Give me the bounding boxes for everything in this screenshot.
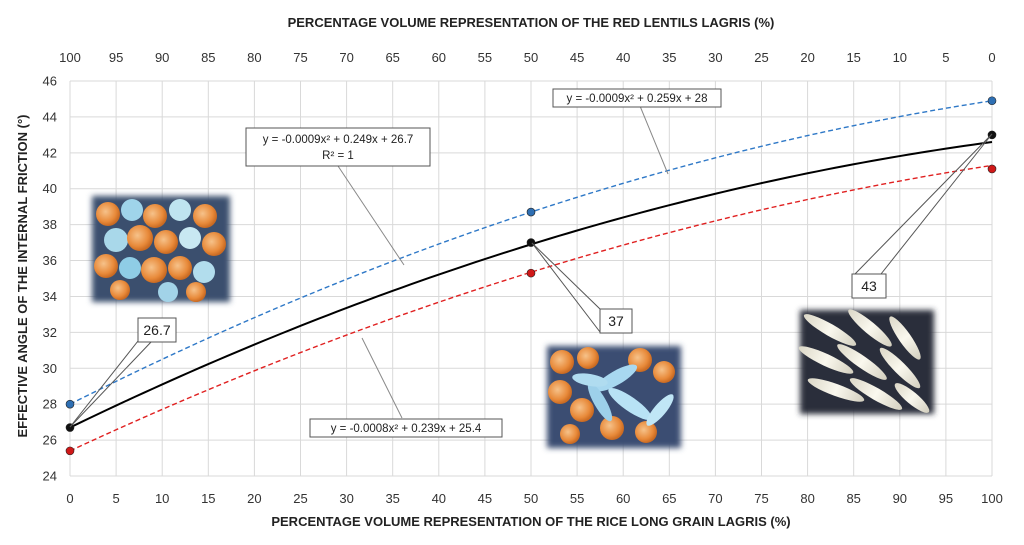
point-label-0: 26.7 (143, 322, 170, 338)
x2-tick-label: 35 (662, 50, 676, 65)
value-callout-1: 37 (531, 242, 633, 334)
equation-blue: y = -0.0009x² + 0.259x + 28 (567, 93, 708, 105)
x2-tick-label: 90 (155, 50, 169, 65)
point-label-1: 37 (608, 313, 624, 329)
y-tick-label: 30 (43, 361, 57, 376)
x2-tick-label: 75 (293, 50, 307, 65)
y-tick-label: 26 (43, 433, 57, 448)
x2-tick-label: 65 (385, 50, 399, 65)
data-point-1-1 (526, 207, 536, 217)
y-tick-label: 34 (43, 289, 57, 304)
x-tick-label: 60 (616, 491, 630, 506)
data-point-1-2 (987, 96, 997, 106)
value-callout-0: 26.7 (69, 317, 177, 428)
data-point-1-0 (65, 399, 75, 409)
equation-box-red: y = -0.0008x² + 0.239x + 25.4 (309, 337, 503, 438)
r-squared: R² = 1 (322, 150, 354, 162)
x2-tick-label: 10 (893, 50, 907, 65)
x2-tick-label: 0 (988, 50, 995, 65)
x-tick-label: 40 (432, 491, 446, 506)
x2-tick-label: 30 (708, 50, 722, 65)
x2-tick-label: 25 (754, 50, 768, 65)
series-line-2 (69, 164, 993, 452)
x-tick-label: 20 (247, 491, 261, 506)
x-tick-label: 90 (893, 491, 907, 506)
y-tick-label: 44 (43, 109, 57, 124)
callout-line (337, 165, 405, 266)
x2-tick-label: 40 (616, 50, 630, 65)
x2-axis-title: PERCENTAGE VOLUME REPRESENTATION OF THE … (288, 15, 775, 30)
axis-ticks: 0 5 10 15 20 25 30 35 40 45 50 55 60 65 70 75 80 85 90 95 10… (43, 50, 1003, 506)
x2-tick-label: 80 (247, 50, 261, 65)
x-tick-label: 75 (754, 491, 768, 506)
data-point-2-1 (526, 268, 536, 278)
x-tick-label: 65 (662, 491, 676, 506)
x2-tick-label: 45 (570, 50, 584, 65)
x-tick-label: 15 (201, 491, 215, 506)
rice-photo (798, 309, 934, 414)
x-tick-label: 0 (66, 491, 73, 506)
point-label-2: 43 (861, 278, 877, 294)
x2-tick-label: 5 (942, 50, 949, 65)
y-tick-label: 38 (43, 217, 57, 232)
y-tick-label: 32 (43, 325, 57, 340)
equation-black: y = -0.0009x² + 0.249x + 26.7 (263, 134, 414, 146)
x2-tick-label: 85 (201, 50, 215, 65)
data-point-2-0 (65, 446, 75, 456)
x-tick-label: 95 (939, 491, 953, 506)
x-axis-title: PERCENTAGE VOLUME REPRESENTATION OF THE … (271, 514, 790, 529)
x2-tick-label: 15 (846, 50, 860, 65)
x2-tick-label: 55 (478, 50, 492, 65)
x2-tick-label: 70 (339, 50, 353, 65)
x-tick-label: 5 (112, 491, 119, 506)
x2-tick-label: 100 (59, 50, 81, 65)
equation-box-black: y = -0.0009x² + 0.249x + 26.7 R² = 1 (245, 127, 431, 266)
y-tick-label: 46 (43, 74, 57, 89)
y-tick-label: 40 (43, 181, 57, 196)
lentils-photo (92, 196, 230, 302)
equation-red: y = -0.0008x² + 0.239x + 25.4 (331, 423, 482, 435)
x-tick-label: 10 (155, 491, 169, 506)
x-tick-label: 80 (800, 491, 814, 506)
y-tick-label: 36 (43, 253, 57, 268)
callout-line (639, 105, 669, 175)
x-tick-label: 35 (385, 491, 399, 506)
x2-tick-label: 95 (109, 50, 123, 65)
x-tick-label: 85 (846, 491, 860, 506)
x-tick-label: 50 (524, 491, 538, 506)
mixture-photo (547, 346, 681, 448)
y-axis-title: EFFECTIVE ANGLE OF THE INTERNAL FRICTION… (15, 115, 30, 438)
x-tick-label: 45 (478, 491, 492, 506)
value-callout-2: 43 (851, 133, 993, 299)
x2-tick-label: 50 (524, 50, 538, 65)
y-tick-label: 42 (43, 145, 57, 160)
y-tick-label: 28 (43, 397, 57, 412)
data-point-2-2 (987, 164, 997, 174)
x2-tick-label: 20 (800, 50, 814, 65)
x-tick-label: 55 (570, 491, 584, 506)
x-tick-label: 100 (981, 491, 1003, 506)
x-tick-label: 70 (708, 491, 722, 506)
equation-box-blue: y = -0.0009x² + 0.259x + 28 (552, 88, 722, 175)
callout-line (361, 337, 403, 419)
x2-tick-label: 60 (432, 50, 446, 65)
x-tick-label: 25 (293, 491, 307, 506)
y-tick-label: 24 (43, 469, 57, 484)
x-tick-label: 30 (339, 491, 353, 506)
